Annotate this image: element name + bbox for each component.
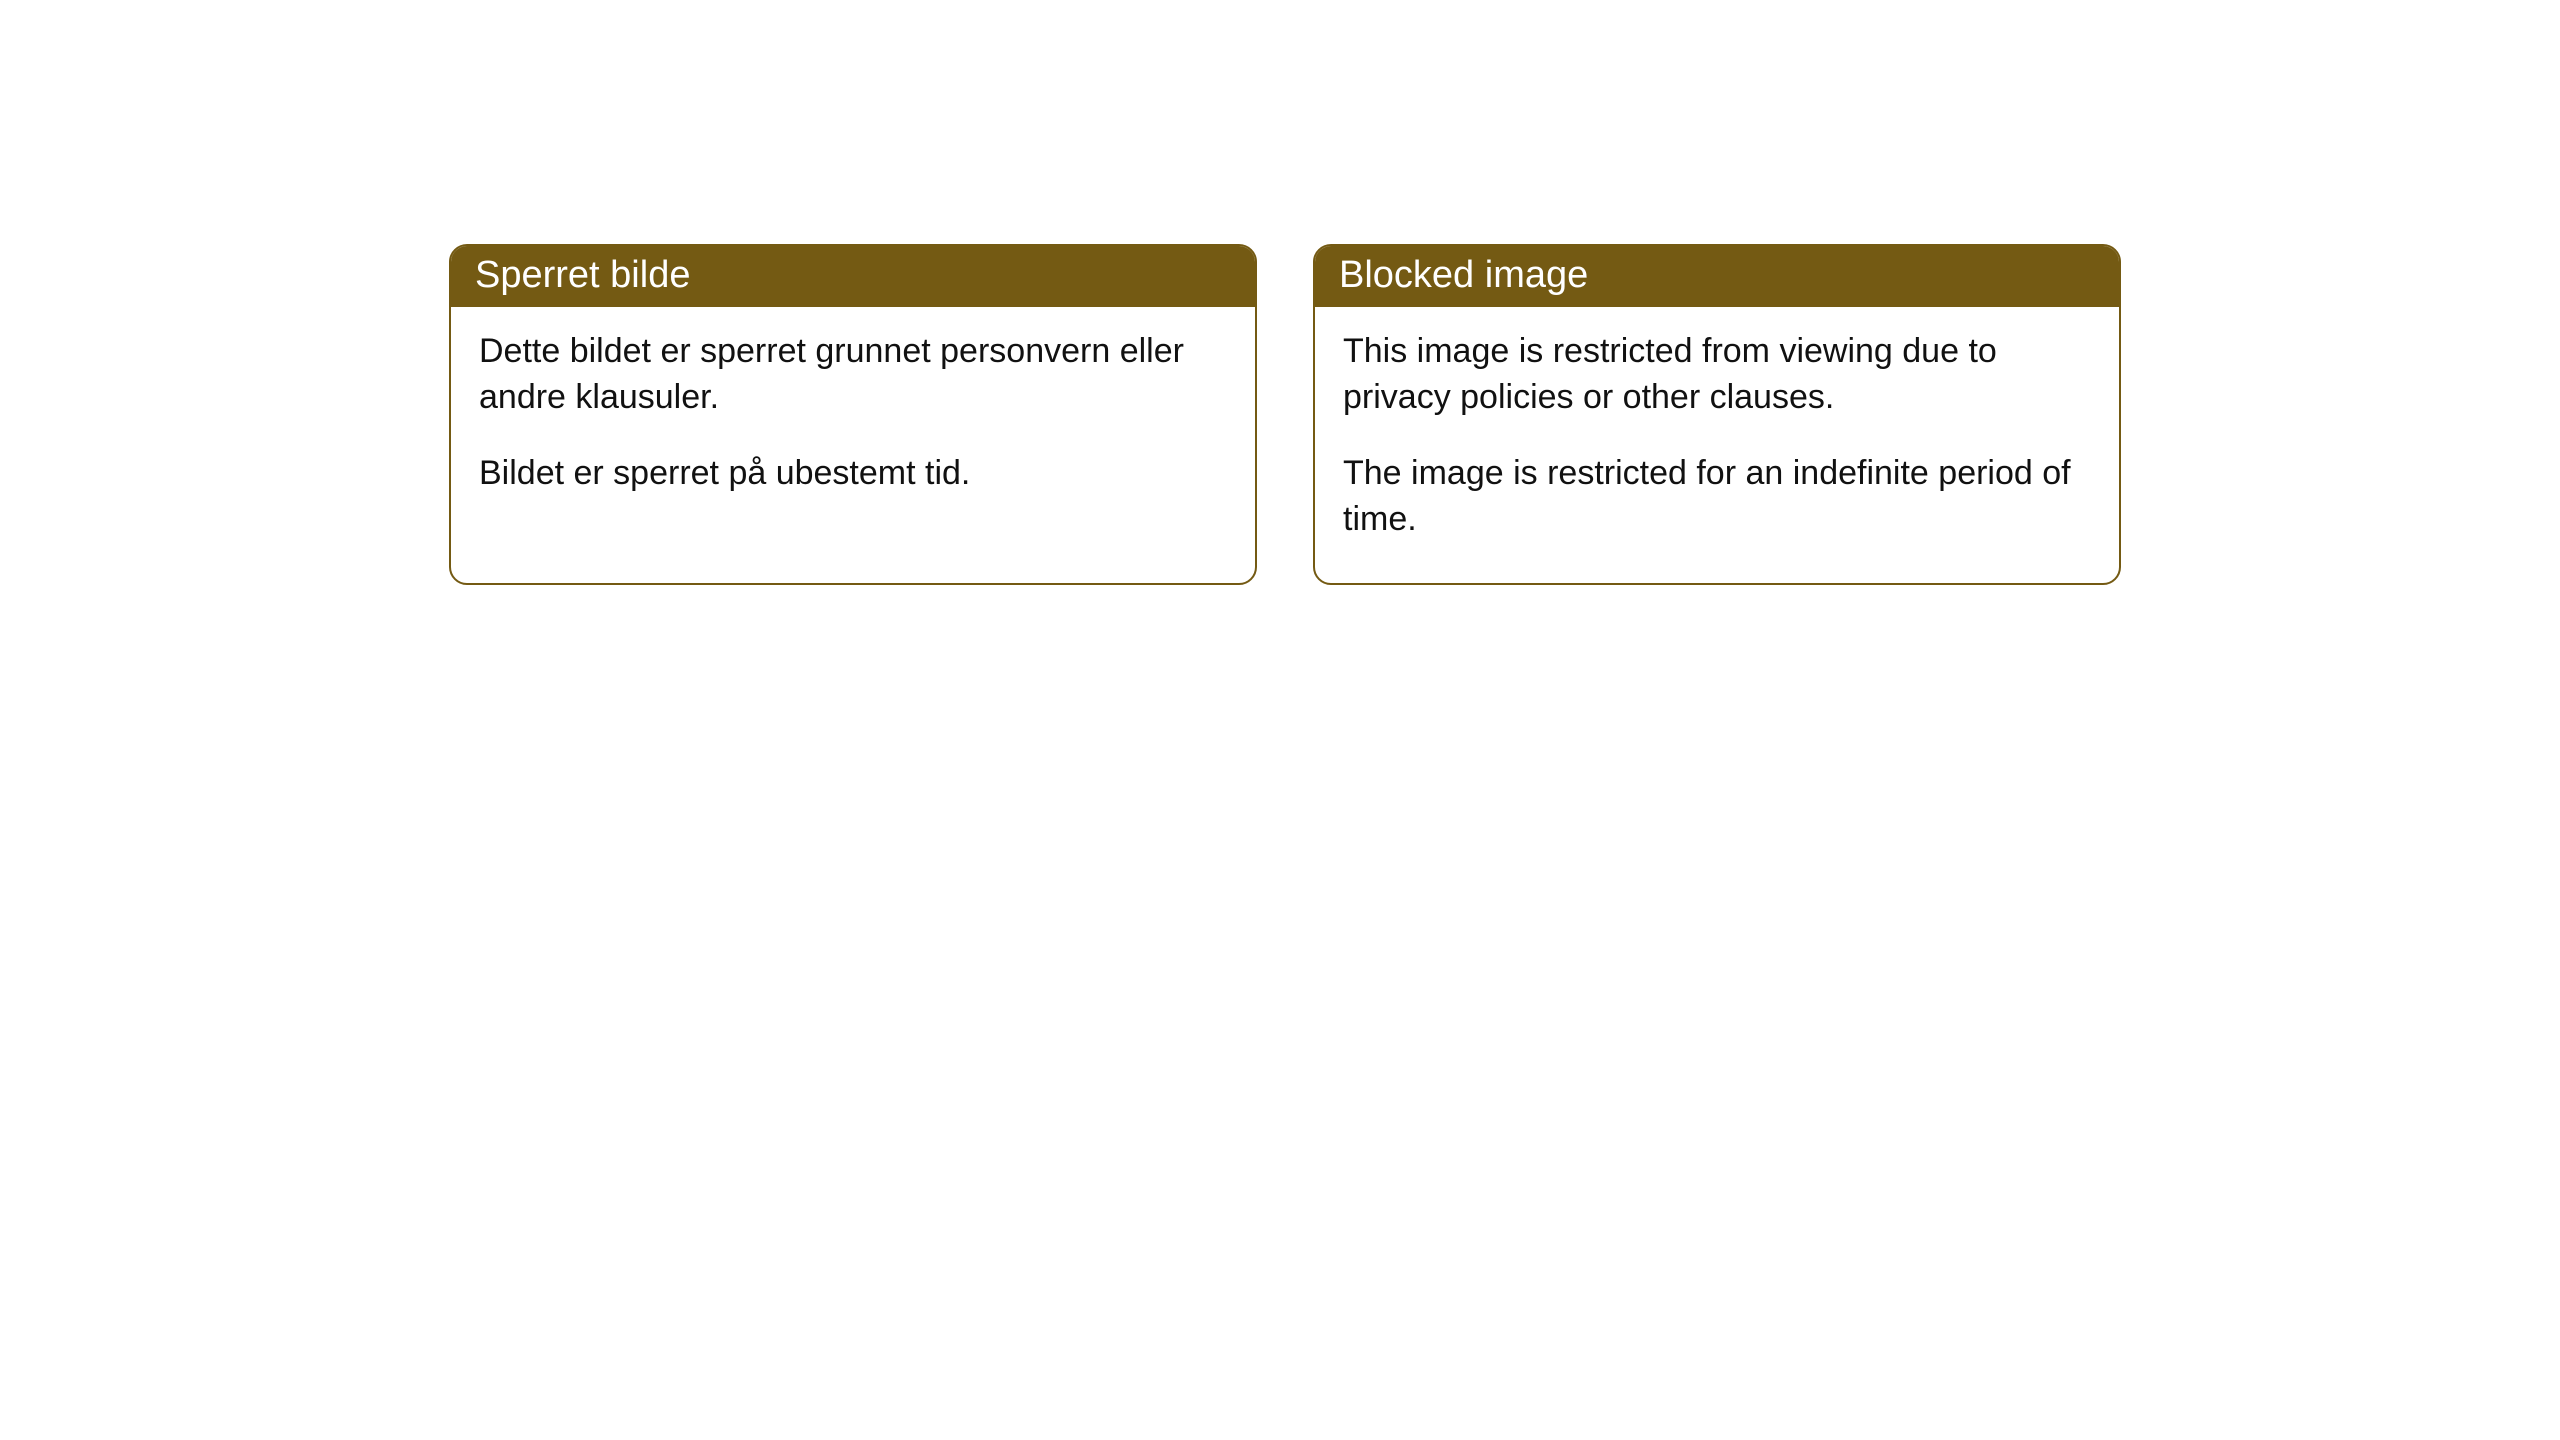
card-body: Dette bildet er sperret grunnet personve… [451,307,1255,537]
card-paragraph: Bildet er sperret på ubestemt tid. [479,451,1227,497]
card-paragraph: Dette bildet er sperret grunnet personve… [479,329,1227,421]
card-header: Sperret bilde [451,246,1255,307]
card-header: Blocked image [1315,246,2119,307]
card-paragraph: This image is restricted from viewing du… [1343,329,2091,421]
blocked-image-card-no: Sperret bilde Dette bildet er sperret gr… [449,244,1257,585]
notice-cards-container: Sperret bilde Dette bildet er sperret gr… [449,244,2121,585]
card-body: This image is restricted from viewing du… [1315,307,2119,583]
card-paragraph: The image is restricted for an indefinit… [1343,451,2091,543]
blocked-image-card-en: Blocked image This image is restricted f… [1313,244,2121,585]
